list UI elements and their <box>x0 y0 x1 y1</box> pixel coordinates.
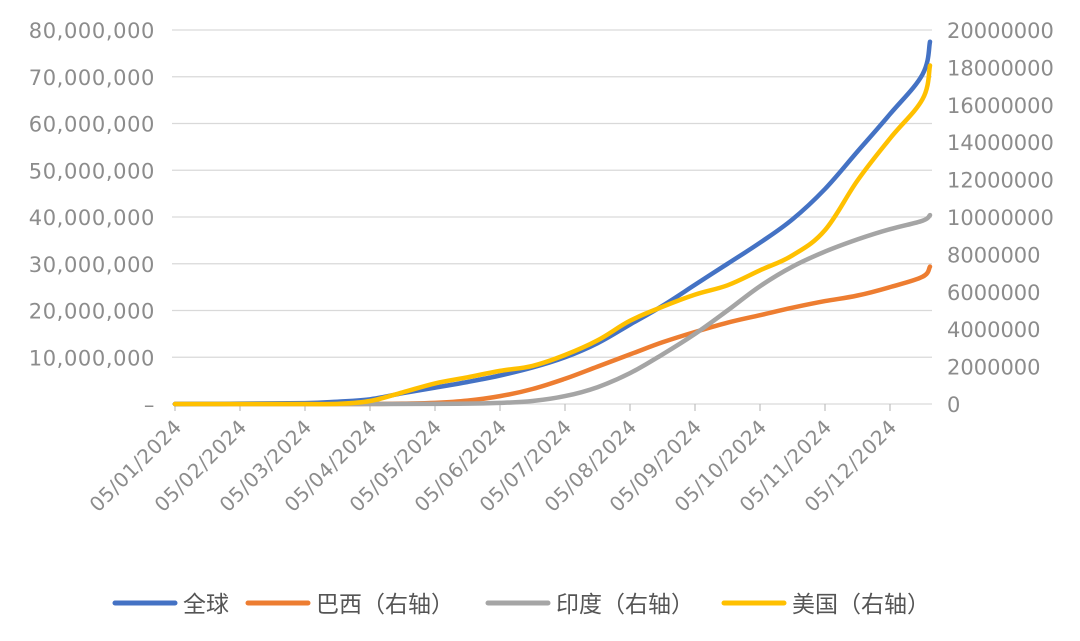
y-right-tick-label: 4000000 <box>947 318 1041 342</box>
y-left-tick-label: 20,000,000 <box>29 300 155 324</box>
legend-label-global: 全球 <box>183 592 229 618</box>
legend-label-usa: 美国（右轴） <box>792 592 930 618</box>
y-left-tick-label: 60,000,000 <box>29 113 155 137</box>
y-left-tick-label: 70,000,000 <box>29 66 155 90</box>
series-line-india <box>172 212 933 407</box>
y-right-tick-label: 12000000 <box>947 169 1054 193</box>
x-axis: 05/01/202405/02/202405/03/202405/04/2024… <box>85 404 902 517</box>
y-right-tick-label: 2000000 <box>947 356 1041 380</box>
y-left-tick-label: 30,000,000 <box>29 253 155 277</box>
y-left-tick-label: – <box>144 393 155 417</box>
y-left-tick-label: 40,000,000 <box>29 206 155 230</box>
legend: 全球 巴西（右轴） 印度（右轴） 美国（右轴） <box>112 592 930 618</box>
series-layer <box>172 39 933 407</box>
y-right-tick-label: 6000000 <box>947 281 1041 305</box>
y-left-tick-label: 80,000,000 <box>29 19 155 43</box>
y-axis-right: 0 2000000 4000000 6000000 8000000 10000000 120… <box>947 19 1054 417</box>
y-right-tick-label: 10000000 <box>947 206 1054 230</box>
series-line-usa <box>172 63 933 407</box>
y-right-tick-label: 0 <box>947 393 960 417</box>
y-right-tick-label: 18000000 <box>947 56 1054 80</box>
series-line-global <box>172 39 933 407</box>
y-right-tick-label: 8000000 <box>947 243 1041 267</box>
y-left-tick-label: 50,000,000 <box>29 159 155 183</box>
gridlines <box>172 29 932 405</box>
legend-label-india: 印度（右轴） <box>556 592 694 618</box>
y-left-tick-label: 10,000,000 <box>29 346 155 370</box>
y-axis-left: – 10,000,000 20,000,000 30,000,000 40,000,00… <box>29 19 155 417</box>
y-right-tick-label: 14000000 <box>947 131 1054 155</box>
y-right-tick-label: 16000000 <box>947 94 1054 118</box>
legend-label-brazil: 巴西（右轴） <box>316 592 454 618</box>
series-line-brazil <box>172 264 933 407</box>
y-right-tick-label: 20000000 <box>947 19 1054 43</box>
